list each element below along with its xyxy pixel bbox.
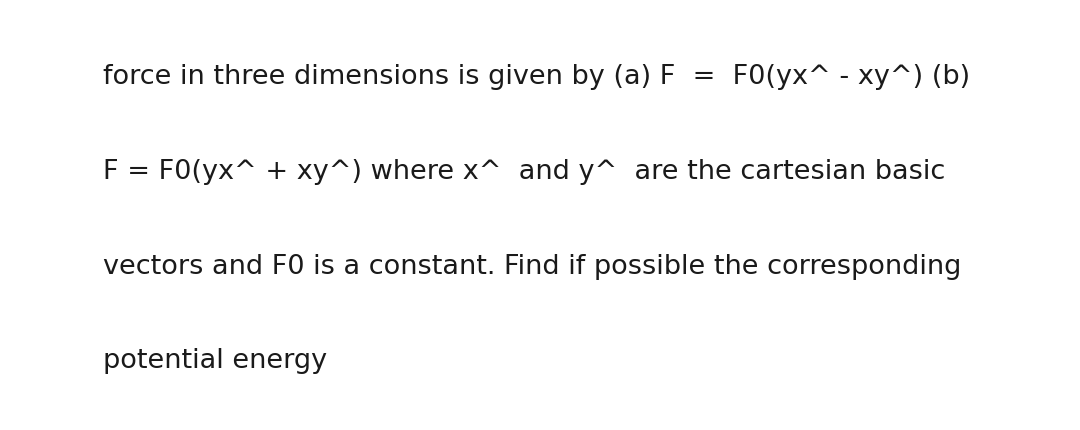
Text: potential energy: potential energy (103, 348, 327, 374)
Text: force in three dimensions is given by (a) F  =  F0(yx^ - xy^) (b): force in three dimensions is given by (a… (103, 64, 970, 90)
Text: F = F0(yx^ + xy^) where x^  and y^  are the cartesian basic: F = F0(yx^ + xy^) where x^ and y^ are th… (103, 159, 945, 185)
Text: vectors and F0 is a constant. Find if possible the corresponding: vectors and F0 is a constant. Find if po… (103, 254, 961, 280)
